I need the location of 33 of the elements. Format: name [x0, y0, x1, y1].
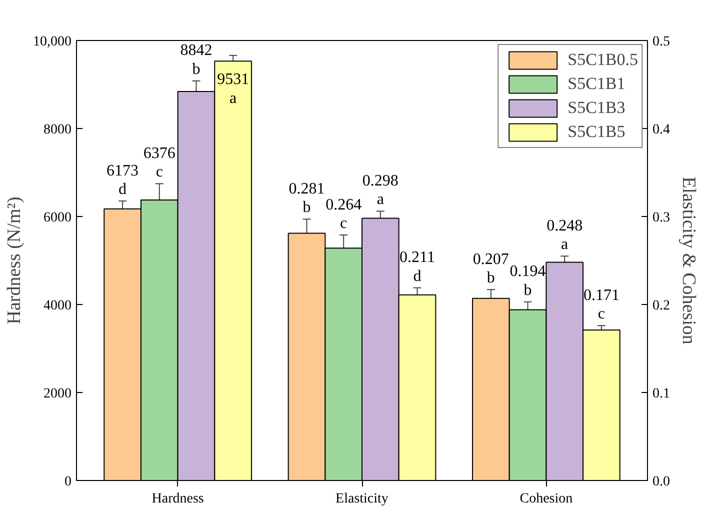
legend-label: S5C1B0.5 — [568, 50, 638, 70]
data-label: 0.211 d — [400, 249, 435, 285]
legend-label: S5C1B5 — [568, 122, 626, 142]
y-tick-label: 0 — [64, 474, 72, 490]
y2-tick-label: 0.4 — [652, 122, 670, 138]
data-label: 0.207 b — [472, 250, 509, 287]
y-tick-label: 4000 — [44, 298, 72, 314]
y-tick-label: 6000 — [44, 210, 72, 226]
data-label: 0.171 c — [583, 286, 620, 323]
legend-label: S5C1B1 — [568, 74, 626, 94]
y-tick-label: 8000 — [44, 122, 72, 138]
data-label: 0.281 b — [288, 180, 325, 216]
y-tick-label: 10,000 — [33, 34, 72, 50]
data-label: 0.298 a — [362, 172, 398, 208]
y2-tick-label: 0.1 — [652, 386, 670, 402]
data-label: 6376 c — [143, 144, 176, 181]
legend-label: S5C1B3 — [568, 98, 626, 118]
y2-tick-label: 0.5 — [652, 34, 670, 50]
y2-axis-title: Elasticity & Cohesion — [678, 176, 699, 345]
y2-tick-label: 0.2 — [652, 298, 670, 314]
data-label: 8842 b — [180, 42, 212, 78]
data-label: 6173 d — [106, 162, 139, 198]
y2-tick-label: 0.0 — [652, 474, 670, 490]
data-label: 9531 a — [217, 71, 250, 107]
data-label: 0.248 a — [546, 217, 583, 254]
y-axis-title: Hardness (N/m²) — [4, 196, 25, 324]
data-label: 0.264 c — [326, 196, 362, 232]
x-tick-label: Hardness — [152, 492, 204, 506]
data-label: 0.194 b — [510, 263, 546, 299]
y2-tick-label: 0.3 — [652, 210, 670, 226]
x-tick-label: Elasticity — [336, 492, 388, 506]
x-tick-label: Cohesion — [520, 492, 573, 506]
y-tick-label: 2000 — [44, 386, 72, 402]
